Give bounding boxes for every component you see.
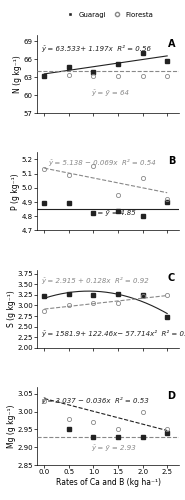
- Text: B: B: [168, 156, 175, 166]
- Legend: Guaragi, Floresta: Guaragi, Floresta: [61, 9, 156, 20]
- Text: ŷ = 2.915 + 0.128x  R² = 0.92: ŷ = 2.915 + 0.128x R² = 0.92: [41, 276, 149, 283]
- Text: ŷ = 1581.9+ 122.46x− 57.714x²  R² = 0.82: ŷ = 1581.9+ 122.46x− 57.714x² R² = 0.82: [41, 330, 185, 337]
- Text: ŷ = ȳ = 4.85: ŷ = ȳ = 4.85: [91, 210, 136, 216]
- Text: A: A: [168, 39, 175, 49]
- Y-axis label: S (g kg⁻¹): S (g kg⁻¹): [7, 290, 16, 327]
- Text: C: C: [168, 274, 175, 283]
- Text: D: D: [167, 390, 175, 400]
- Y-axis label: Mg (g kg⁻¹): Mg (g kg⁻¹): [7, 404, 16, 448]
- X-axis label: Rates of Ca and B (kg ha⁻¹): Rates of Ca and B (kg ha⁻¹): [56, 478, 161, 487]
- Text: ŷ = 3.037 − 0.036x  R² = 0.53: ŷ = 3.037 − 0.036x R² = 0.53: [41, 397, 149, 404]
- Text: ŷ = 63.533+ 1.197x  R² = 0.56: ŷ = 63.533+ 1.197x R² = 0.56: [41, 45, 151, 52]
- Text: ŷ = ȳ = 64: ŷ = ȳ = 64: [91, 89, 129, 96]
- Text: ŷ = 5.138 − 0.069x  R² = 0.54: ŷ = 5.138 − 0.069x R² = 0.54: [48, 160, 156, 166]
- Y-axis label: P (g kg⁻¹): P (g kg⁻¹): [11, 173, 20, 210]
- Text: ŷ = ȳ = 2.93: ŷ = ȳ = 2.93: [91, 444, 136, 451]
- Y-axis label: N (g kg⁻¹): N (g kg⁻¹): [14, 55, 22, 93]
